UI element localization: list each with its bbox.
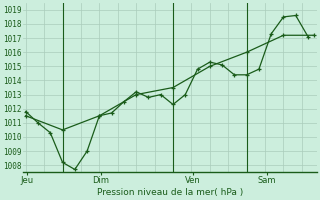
X-axis label: Pression niveau de la mer( hPa ): Pression niveau de la mer( hPa ) [97, 188, 243, 197]
